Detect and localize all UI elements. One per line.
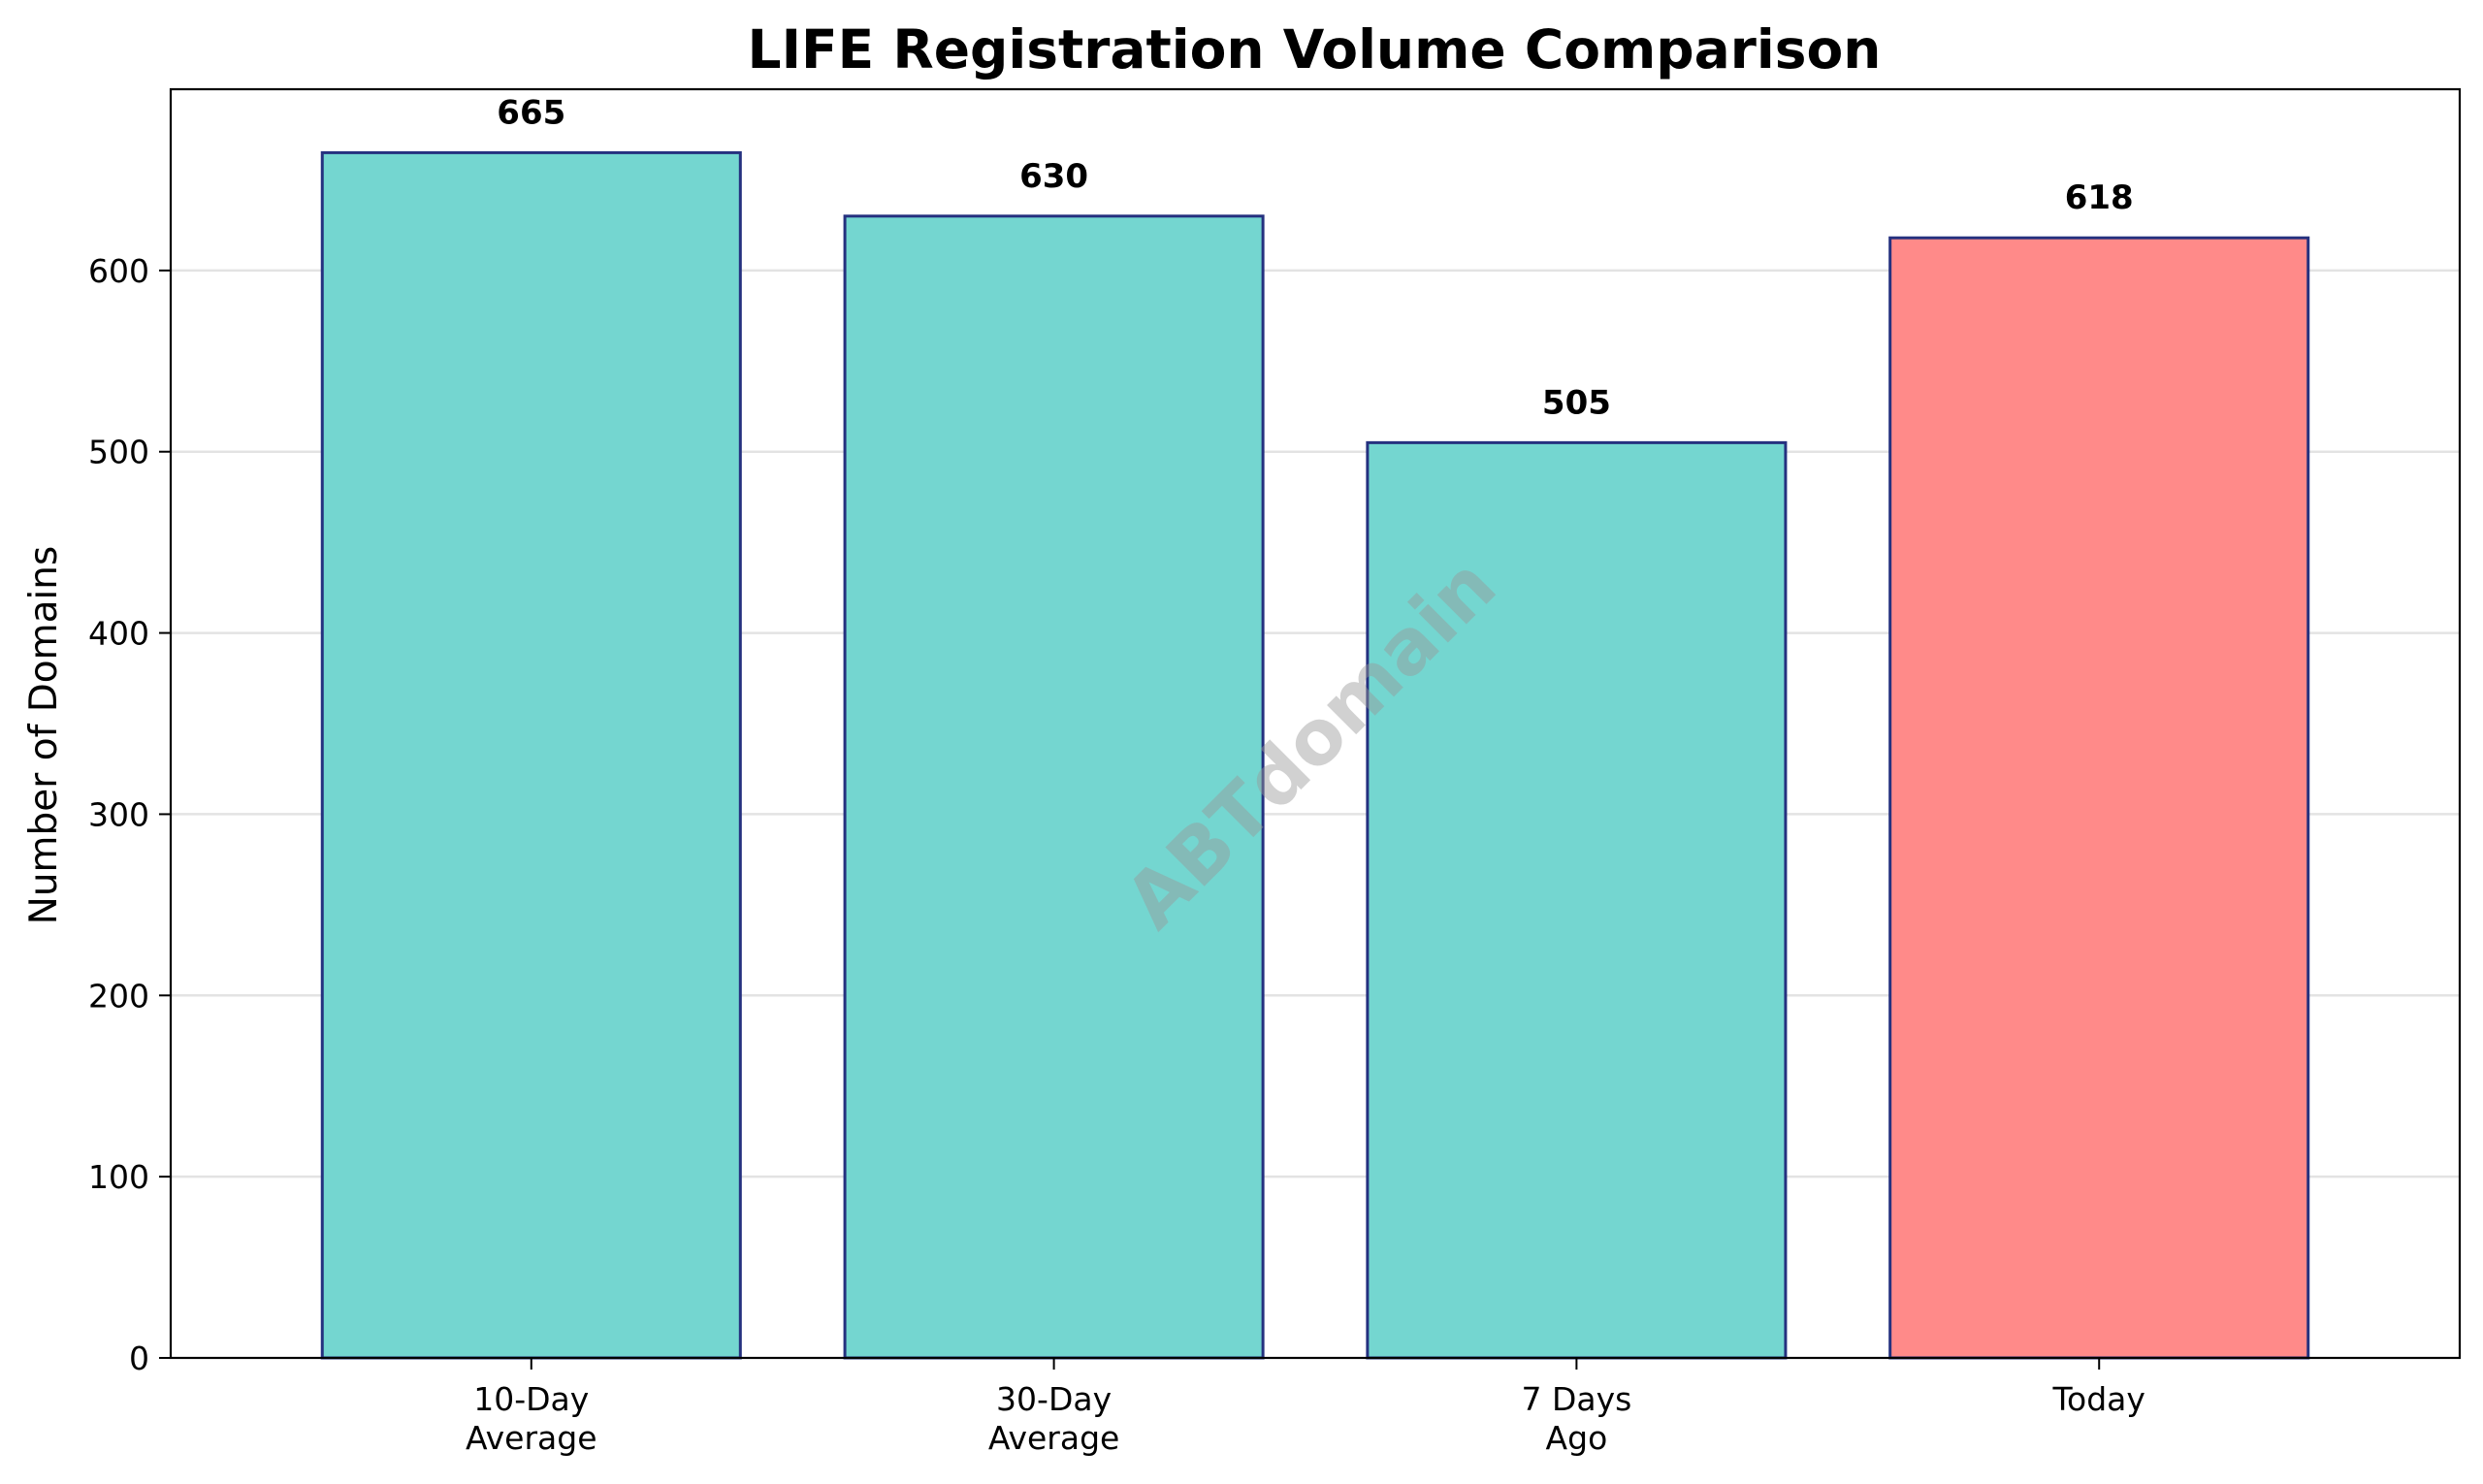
y-tick-label-500: 500 [88,434,149,471]
data-label-3: 618 [2065,178,2134,217]
y-tick-label-300: 300 [88,795,149,833]
plot-frame [169,87,2462,1360]
x-tick-label-line: 10-Day [473,1380,589,1418]
bar-2 [1366,440,1788,1360]
x-tick-label-line: 7 Days [1521,1380,1631,1418]
data-labels: 665 630 505 618 [497,93,2133,422]
x-tick-label-3: Today [2051,1380,2144,1418]
y-axis-label: Number of Domains [22,546,66,925]
y-tick-label-400: 400 [88,615,149,653]
y-axis-ticks: 0 100 200 300 400 500 600 [88,252,171,1377]
data-label-0: 665 [497,93,565,132]
x-tick-label-line: Ago [1546,1419,1608,1457]
y-tick-label-100: 100 [88,1158,149,1196]
x-tick-label-line: Today [2051,1380,2144,1418]
bar-1 [843,214,1265,1360]
x-tick-label-2: 7 Days Ago [1521,1380,1631,1457]
x-tick-label-line: Average [466,1419,597,1457]
x-tick-label-line: 30-Day [996,1380,1112,1418]
data-label-2: 505 [1542,383,1611,422]
x-tick-label-1: 30-Day Average [988,1380,1120,1457]
x-tick-label-line: Average [988,1419,1120,1457]
bars [320,150,2310,1360]
bar-3 [1888,236,2310,1360]
bar-0 [320,150,742,1360]
y-tick-label-600: 600 [88,252,149,290]
chart-title: LIFE Registration Volume Comparison [748,18,1882,81]
x-tick-label-0: 10-Day Average [466,1380,597,1457]
y-tick-label-200: 200 [88,977,149,1015]
data-label-1: 630 [1019,157,1088,196]
y-tick-label-0: 0 [129,1339,149,1377]
